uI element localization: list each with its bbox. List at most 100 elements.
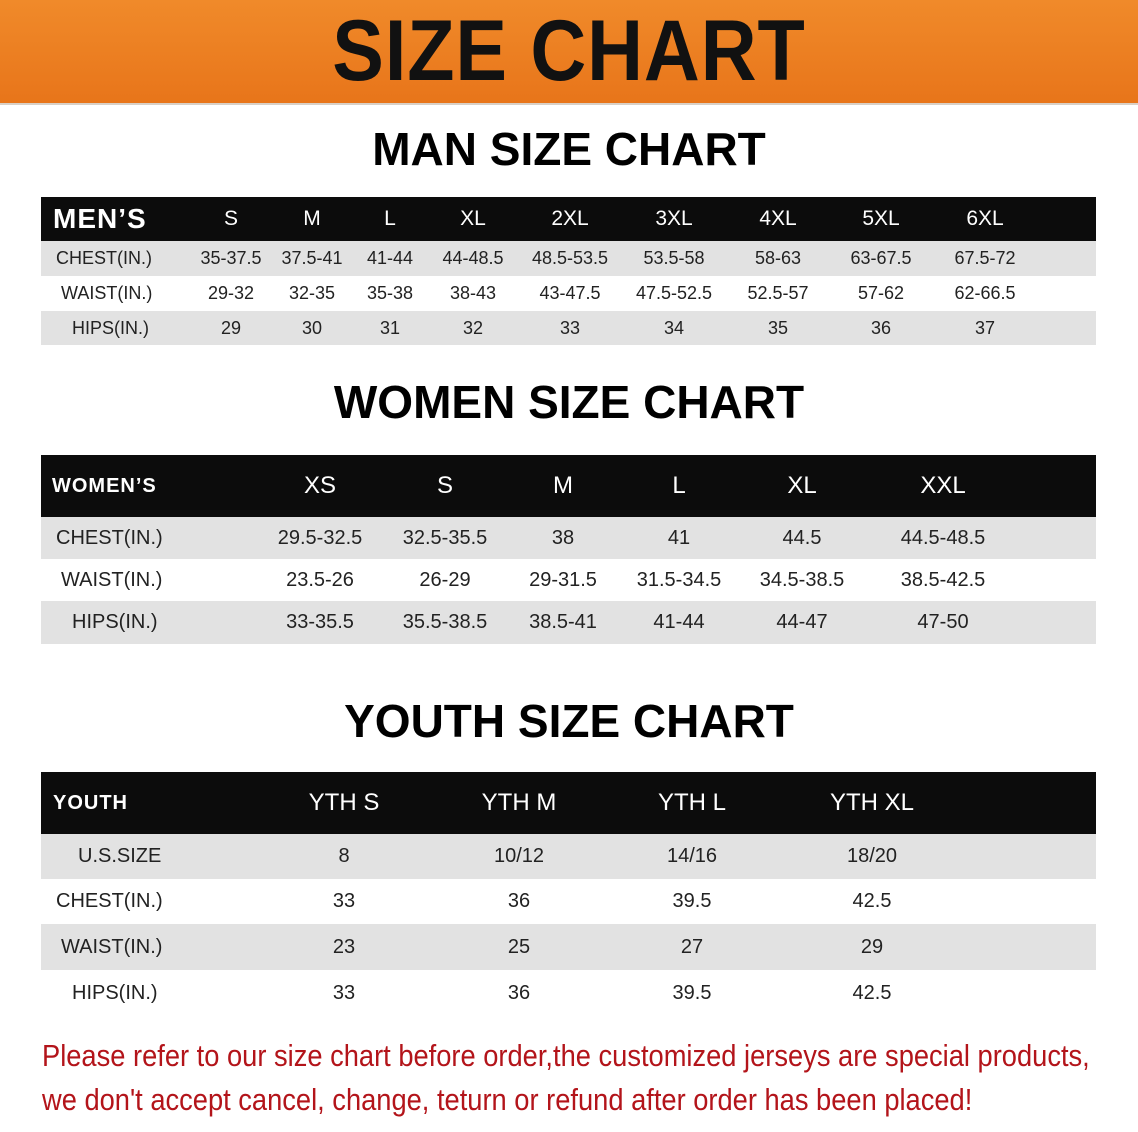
banner-title: SIZE CHART: [332, 3, 806, 99]
measurement-cell: 63-67.5: [850, 248, 912, 268]
header-row: MEN’S S M L XL 2XL 3XL 4XL 5XL 6XL: [41, 197, 1096, 241]
measurement-cell: 29: [860, 935, 884, 958]
size-column-header: XS: [303, 472, 337, 499]
size-column-header: XL: [787, 472, 817, 499]
measurement-cell: 18/20: [846, 845, 898, 867]
size-column-header: L: [384, 207, 396, 230]
measurement-cell: 41-44: [653, 611, 705, 633]
size-column-header: 2XL: [551, 207, 589, 230]
row-label: CHEST(IN.): [56, 526, 163, 549]
measurement-cell: 25: [507, 935, 531, 958]
measurement-cell: 14/16: [666, 845, 718, 867]
size-column-header: XL: [460, 207, 486, 230]
size-column-header: 4XL: [759, 207, 797, 230]
table-row: HIPS(IN.) 29 30 31 32 33 34 35 36 37: [41, 311, 1096, 345]
measurement-cell: 44-48.5: [442, 248, 504, 268]
table-row: WAIST(IN.) 23 25 27 29: [41, 924, 1096, 970]
size-column-header: S: [223, 207, 239, 230]
table-row: U.S.SIZE 8 10/12 14/16 18/20: [41, 834, 1096, 879]
measurement-cell: 8: [338, 845, 350, 867]
measurement-cell: 44-47: [776, 611, 828, 633]
measurement-cell: 27: [680, 935, 704, 958]
measurement-cell: 44.5: [782, 526, 822, 549]
measurement-cell: 39.5: [672, 890, 712, 912]
size-column-header: M: [553, 472, 573, 499]
row-label: HIPS(IN.): [72, 981, 158, 1004]
measurement-cell: 38: [551, 526, 575, 549]
size-column-header: L: [672, 472, 686, 499]
measurement-cell: 37: [974, 317, 996, 338]
measurement-cell: 43-47.5: [539, 283, 601, 303]
table-row: WAIST(IN.) 23.5-26 26-29 29-31.5 31.5-34.5 34…: [41, 559, 1096, 601]
notice-line-1: Please refer to our size chart before or…: [42, 1038, 1090, 1073]
measurement-cell: 31: [379, 317, 401, 338]
row-label: WAIST(IN.): [61, 283, 153, 303]
measurement-cell: 38-43: [449, 283, 497, 303]
men-section-title: MAN SIZE CHART: [372, 123, 766, 175]
measurement-cell: 26-29: [419, 568, 471, 591]
youth-section-title: YOUTH SIZE CHART: [344, 695, 794, 747]
measurement-cell: 47-50: [917, 611, 969, 633]
measurement-cell: 67.5-72: [954, 248, 1016, 268]
size-column-header: 5XL: [862, 207, 900, 230]
table-row: CHEST(IN.) 35-37.5 37.5-41 41-44 44-48.5 48.5…: [41, 241, 1096, 276]
header-row: WOMEN’S XS S M L XL XXL: [41, 455, 1096, 517]
header-row: YOUTH YTH S YTH M YTH L YTH XL: [41, 772, 1096, 834]
size-column-header: YTH M: [481, 789, 557, 816]
measurement-cell: 33: [332, 890, 356, 912]
measurement-cell: 41: [667, 526, 691, 549]
measurement-cell: 42.5: [852, 981, 892, 1004]
measurement-cell: 57-62: [857, 283, 905, 303]
row-label: CHEST(IN.): [56, 248, 152, 268]
measurement-cell: 44.5-48.5: [900, 526, 986, 549]
measurement-cell: 32-35: [288, 283, 336, 303]
table-row: CHEST(IN.) 33 36 39.5 42.5: [41, 879, 1096, 924]
measurement-cell: 38.5-41: [529, 611, 597, 633]
measurement-cell: 29: [220, 317, 242, 338]
measurement-cell: 37.5-41: [281, 248, 343, 268]
size-column-header: 3XL: [655, 207, 693, 230]
row-label: U.S.SIZE: [78, 845, 162, 867]
measurement-cell: 47.5-52.5: [635, 283, 713, 303]
table-header-label: WOMEN’S: [52, 474, 157, 497]
row-label: WAIST(IN.): [61, 935, 163, 958]
measurement-cell: 33: [559, 317, 581, 338]
size-column-header: 6XL: [966, 207, 1004, 230]
banner: SIZE CHART: [0, 0, 1138, 105]
size-column-header: YTH L: [657, 789, 727, 816]
size-column-header: S: [436, 472, 454, 499]
measurement-cell: 31.5-34.5: [636, 568, 722, 591]
measurement-cell: 58-63: [754, 248, 802, 268]
measurement-cell: 52.5-57: [747, 283, 809, 303]
size-column-header: XXL: [920, 472, 966, 499]
measurement-cell: 29-32: [207, 283, 255, 303]
row-label: HIPS(IN.): [72, 317, 150, 338]
measurement-cell: 35-38: [366, 283, 414, 303]
measurement-cell: 30: [301, 317, 323, 338]
measurement-cell: 10/12: [493, 845, 545, 867]
row-label: WAIST(IN.): [61, 568, 163, 591]
measurement-cell: 53.5-58: [643, 248, 705, 268]
measurement-cell: 38.5-42.5: [900, 568, 986, 591]
measurement-cell: 23.5-26: [286, 568, 354, 591]
measurement-cell: 33-35.5: [286, 611, 354, 633]
women-section-title: WOMEN SIZE CHART: [333, 376, 805, 428]
table-row: CHEST(IN.) 29.5-32.5 32.5-35.5 38 41 44.5 44.5…: [41, 517, 1096, 559]
table-row: HIPS(IN.) 33-35.5 35.5-38.5 38.5-41 41-44 44-…: [41, 601, 1096, 644]
measurement-cell: 35.5-38.5: [402, 611, 488, 633]
measurement-cell: 36: [870, 317, 892, 338]
measurement-cell: 32.5-35.5: [402, 526, 488, 549]
notice-line-2: we don't accept cancel, change, teturn o…: [42, 1082, 973, 1117]
measurement-cell: 36: [507, 890, 531, 912]
measurement-cell: 36: [507, 981, 531, 1004]
size-column-header: M: [303, 207, 321, 230]
table-header-label: YOUTH: [53, 791, 128, 814]
measurement-cell: 33: [332, 981, 356, 1004]
measurement-cell: 35-37.5: [200, 248, 262, 268]
measurement-cell: 62-66.5: [954, 283, 1016, 303]
measurement-cell: 32: [462, 317, 484, 338]
row-label: CHEST(IN.): [56, 890, 163, 912]
table-row: WAIST(IN.) 29-32 32-35 35-38 38-43 43-47.5 47.…: [41, 276, 1096, 311]
measurement-cell: 29.5-32.5: [277, 526, 363, 549]
